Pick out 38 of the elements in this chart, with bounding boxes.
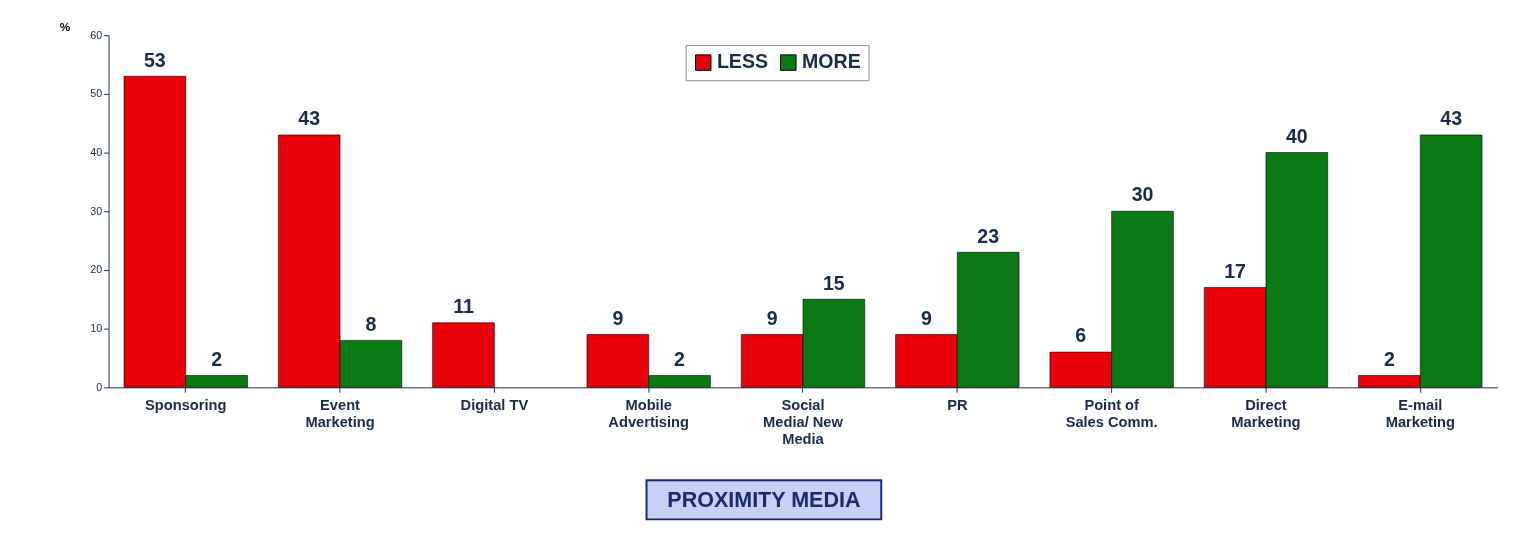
legend-label: MORE <box>802 50 861 73</box>
data-label: 9 <box>612 306 624 329</box>
y-tick-label: 20 <box>90 263 103 276</box>
x-tick-label: Point of Sales Comm. <box>1065 397 1158 430</box>
y-tick-label: 30 <box>90 204 103 217</box>
data-label: 8 <box>365 312 377 335</box>
data-label: 17 <box>1224 259 1247 282</box>
y-axis-title: % <box>59 19 71 33</box>
y-tick-label: 0 <box>96 380 103 393</box>
x-tick-label: Digital TV <box>460 397 529 414</box>
x-tick-label: PR <box>947 397 968 414</box>
data-label: 11 <box>453 294 474 317</box>
data-label: 9 <box>766 306 778 329</box>
data-label: 2 <box>1383 347 1395 370</box>
bar <box>432 322 495 388</box>
x-tick-label: Social Media/ New Media <box>763 397 844 447</box>
y-tick-label: 50 <box>90 87 103 100</box>
data-label: 53 <box>143 48 166 71</box>
data-label: 9 <box>921 306 933 329</box>
text: PROXIMITY MEDIA <box>667 487 861 512</box>
x-tick-label: Direct Marketing <box>1231 397 1301 430</box>
legend-label: LESS <box>716 50 768 73</box>
data-label: 40 <box>1285 124 1308 147</box>
x-tick-label: Mobile Advertising <box>608 397 689 430</box>
data-label: 23 <box>977 224 1000 247</box>
x-tick-label: Event Marketing <box>305 397 375 430</box>
y-tick-label: 40 <box>90 146 103 159</box>
data-label: 30 <box>1131 183 1154 206</box>
data-label: 6 <box>1075 324 1087 347</box>
data-label: 2 <box>211 347 223 370</box>
y-tick-label: 60 <box>90 28 103 41</box>
y-tick-label: 10 <box>90 322 103 335</box>
data-label: 2 <box>674 347 686 370</box>
data-label: 15 <box>822 271 845 294</box>
x-tick-label: E-mail Marketing <box>1385 397 1455 430</box>
data-label: 43 <box>1440 107 1463 130</box>
x-tick-label: Sponsoring <box>145 397 227 414</box>
data-label: 43 <box>298 107 321 130</box>
